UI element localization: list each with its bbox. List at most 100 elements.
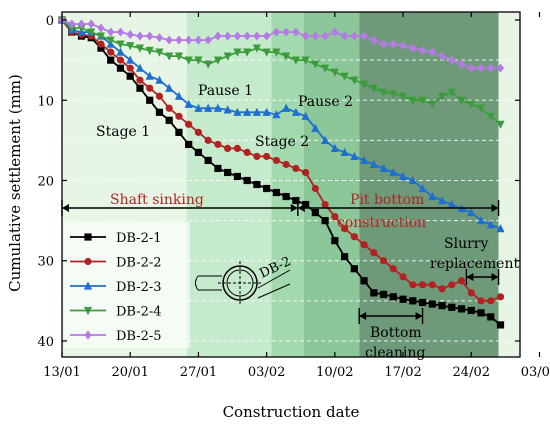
shaft-connector — [195, 275, 222, 291]
data-point-DB-2-4 — [126, 42, 135, 51]
data-point-DB-2-2 — [204, 136, 212, 144]
legend-box — [64, 222, 190, 348]
data-point-DB-2-4 — [282, 52, 291, 61]
data-point-DB-2-1 — [457, 305, 466, 313]
phase-band-5 — [359, 12, 499, 357]
shaft-sinking-annotation: Shaft sinking — [110, 192, 204, 208]
data-point-DB-2-3 — [223, 105, 232, 114]
data-point-DB-2-5 — [97, 23, 105, 33]
pit-bottom-arrow-head-left — [297, 204, 305, 212]
data-point-DB-2-2 — [487, 297, 495, 305]
data-point-DB-2-2 — [175, 112, 183, 120]
data-point-DB-2-2 — [438, 285, 446, 293]
y-tick-label: 10 — [37, 94, 54, 109]
data-point-DB-2-1 — [477, 309, 485, 317]
data-point-DB-2-4 — [135, 44, 145, 53]
data-point-DB-2-1 — [155, 108, 164, 116]
x-tick-label: 24/02 — [453, 365, 490, 380]
data-point-DB-2-5 — [409, 43, 417, 53]
data-point-DB-2-1 — [331, 237, 339, 245]
data-point-DB-2-5 — [224, 31, 232, 41]
series-DB-2-5 — [58, 15, 505, 73]
phase-band-3 — [271, 12, 304, 357]
slurry-replacement-arrow-head-left — [466, 273, 474, 281]
data-point-DB-2-2 — [496, 293, 505, 301]
data-point-DB-2-5 — [370, 35, 378, 45]
pit-bottom-arrow — [297, 200, 500, 216]
data-point-DB-2-1 — [214, 164, 222, 173]
data-point-DB-2-4 — [437, 92, 447, 101]
data-point-DB-2-5 — [243, 31, 251, 41]
x-tick-label: 13/01 — [43, 365, 80, 380]
legend-label-DB-2-5: DB-2-5 — [116, 329, 162, 344]
data-point-DB-2-5 — [418, 45, 427, 56]
data-point-DB-2-3 — [418, 183, 427, 193]
shaft-sinking-arrow-head-left — [62, 204, 69, 212]
data-point-DB-2-4 — [243, 48, 252, 57]
data-point-DB-2-2 — [457, 277, 466, 285]
data-point-DB-2-2 — [224, 144, 232, 152]
legend-label-DB-2-3: DB-2-3 — [116, 280, 162, 295]
data-point-DB-2-3 — [359, 155, 369, 165]
x-tick-label: 20/01 — [111, 365, 148, 380]
data-point-DB-2-2 — [214, 140, 222, 148]
data-point-DB-2-1 — [282, 192, 290, 201]
data-point-DB-2-4 — [291, 56, 300, 65]
series-DB-2-1 — [58, 16, 505, 329]
data-point-DB-2-4 — [272, 48, 281, 57]
grid-lines — [62, 59, 520, 342]
data-point-DB-2-4 — [321, 64, 330, 73]
data-point-DB-2-2 — [272, 156, 280, 165]
data-point-DB-2-3 — [174, 91, 184, 100]
data-point-DB-2-2 — [302, 168, 310, 177]
data-point-DB-2-2 — [409, 281, 417, 289]
pit-bottom-annotation-line1: Pit bottom — [350, 192, 424, 208]
data-point-DB-2-4 — [486, 112, 495, 121]
data-point-DB-2-3 — [428, 191, 437, 201]
data-point-DB-2-2 — [263, 152, 271, 161]
data-point-DB-2-1 — [379, 290, 388, 299]
data-point-DB-2-5 — [457, 59, 466, 69]
data-point-DB-2-4 — [428, 100, 437, 109]
series-line-DB-2-2 — [61, 19, 501, 302]
data-point-DB-2-5 — [214, 31, 222, 41]
bottom-cleaning-arrow-head-right — [415, 312, 423, 320]
data-point-DB-2-2 — [399, 273, 407, 281]
data-point-DB-2-4 — [96, 32, 106, 41]
data-point-DB-2-1 — [311, 208, 319, 217]
slurry-annotation-line1: Slurry — [444, 236, 488, 252]
data-point-DB-2-3 — [291, 107, 300, 116]
data-point-DB-2-5 — [175, 35, 183, 45]
data-point-DB-2-3 — [369, 159, 378, 169]
data-point-DB-2-4 — [447, 88, 456, 97]
data-point-DB-2-2 — [233, 144, 242, 152]
data-point-DB-2-4 — [204, 60, 213, 69]
data-point-DB-2-4 — [262, 48, 271, 57]
data-point-DB-2-5 — [263, 31, 271, 41]
data-point-DB-2-1 — [146, 96, 154, 104]
data-point-DB-2-3 — [165, 83, 174, 92]
data-point-DB-2-5 — [77, 19, 86, 29]
data-point-DB-2-4 — [330, 68, 339, 77]
data-point-DB-2-2 — [477, 297, 485, 305]
data-point-DB-2-1 — [467, 306, 475, 315]
y-tick-label: 20 — [37, 174, 54, 189]
data-point-DB-2-3 — [389, 167, 398, 177]
slurry-annotation-line2: replacement — [430, 256, 519, 272]
data-point-DB-2-4 — [165, 52, 174, 61]
data-point-DB-2-1 — [263, 184, 271, 193]
data-point-DB-2-5 — [360, 31, 368, 41]
data-point-DB-2-5 — [340, 31, 349, 41]
data-point-DB-2-3 — [408, 175, 417, 185]
data-point-DB-2-4 — [106, 36, 115, 45]
data-point-DB-2-3 — [321, 135, 330, 144]
data-point-DB-2-2 — [331, 212, 339, 221]
data-point-DB-2-1 — [136, 84, 144, 92]
data-point-DB-2-4 — [194, 56, 203, 65]
data-point-DB-2-4 — [350, 76, 359, 85]
data-point-DB-2-5 — [185, 35, 193, 45]
data-point-DB-2-1 — [107, 56, 115, 64]
data-point-DB-2-1 — [370, 289, 378, 297]
data-point-DB-2-3 — [398, 171, 408, 181]
x-tick-label: 03/02 — [248, 365, 285, 380]
